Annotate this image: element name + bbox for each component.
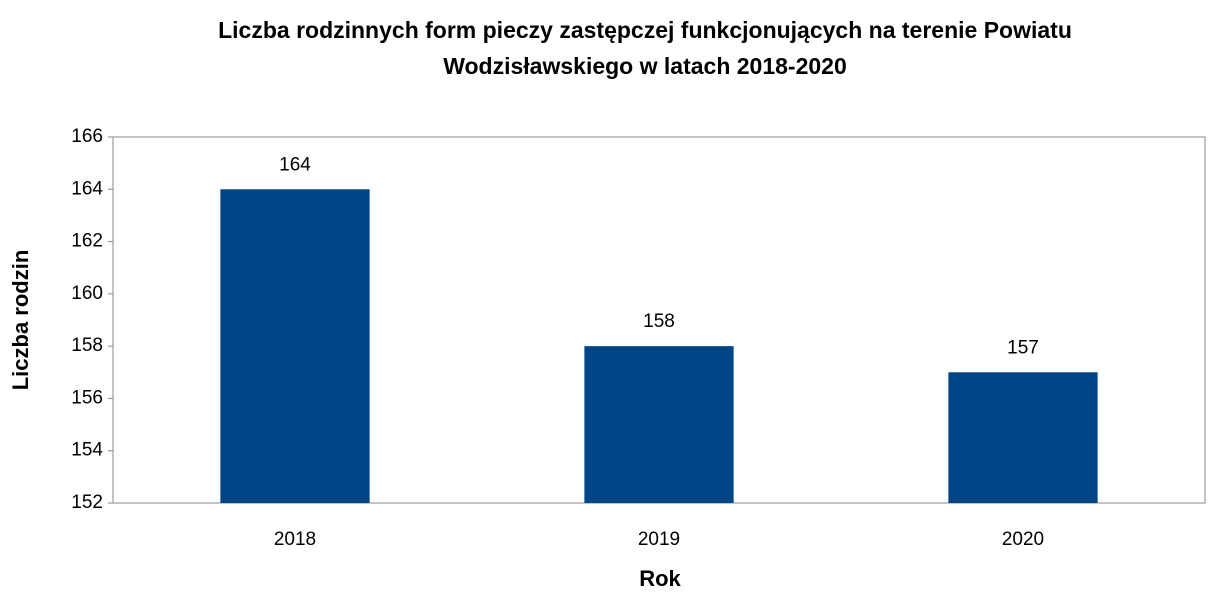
- y-tick-label: 154: [71, 440, 103, 461]
- y-tick-label: 156: [71, 387, 103, 408]
- data-label: 158: [643, 311, 675, 332]
- y-tick-label: 152: [71, 492, 103, 513]
- y-axis-label: Liczba rodzin: [8, 250, 33, 391]
- y-tick-label: 166: [71, 126, 103, 147]
- x-tick-label: 2018: [274, 529, 316, 550]
- y-tick-label: 158: [71, 335, 103, 356]
- x-axis-label: Rok: [639, 566, 681, 591]
- data-label: 164: [279, 154, 311, 175]
- bar: [948, 372, 1098, 503]
- x-tick-label: 2019: [638, 529, 680, 550]
- bar: [220, 189, 370, 504]
- y-tick-label: 164: [71, 178, 103, 199]
- x-tick-label: 2020: [1002, 529, 1044, 550]
- y-tick-label: 162: [71, 231, 103, 252]
- data-label: 157: [1007, 337, 1039, 358]
- chart-title: Liczba rodzinnych form pieczy zastępczej…: [218, 17, 1072, 79]
- bar: [584, 346, 734, 503]
- y-tick-label: 160: [71, 283, 103, 304]
